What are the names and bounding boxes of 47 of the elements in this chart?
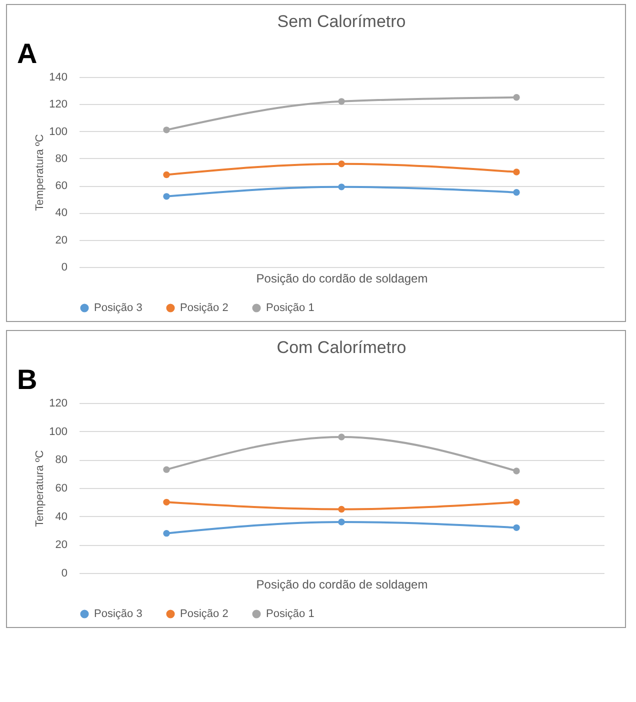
y-tick-label: 120 [49,98,68,111]
point [163,466,170,473]
legend-label: Posição 2 [180,302,228,314]
text: B [17,364,38,395]
y-axis-title: Temperatura ºC [34,450,46,527]
y-tick-label: 100 [49,126,68,138]
text: A [17,38,38,69]
chart-title: Sem Calorímetro [277,12,406,31]
point [163,193,170,200]
y-tick-label: 20 [55,539,68,552]
y-tick-label: 40 [55,207,68,220]
y-tick-label: 0 [61,262,68,274]
y-tick-label: 40 [55,510,68,523]
y-tick-label: 100 [49,426,68,438]
y-tick-label: 60 [55,180,68,192]
legend-label: Posição 2 [180,608,228,620]
point [513,524,520,532]
point [513,498,520,506]
point [513,189,520,196]
legend-label: Posição 3 [94,302,142,314]
point [338,98,345,105]
point [163,171,170,178]
legend-label: Posição 1 [266,608,314,620]
point [338,518,345,526]
point [513,468,520,474]
point [513,168,520,176]
point [513,94,520,101]
y-tick-label: 80 [55,454,68,466]
point [163,126,170,134]
point [163,530,170,537]
point [338,184,345,190]
y-tick-label: 20 [55,234,68,246]
point [163,498,170,506]
point [338,506,345,513]
y-tick-label: 80 [55,152,68,165]
y-axis-title: Temperatura ºC [34,134,46,211]
y-tick-label: 60 [55,482,68,494]
y-tick-label: 120 [49,398,68,410]
point [338,160,345,168]
legend-label: Posição 1 [266,302,314,314]
x-axis-title: Posição do cordão de soldagem [256,272,428,286]
legend-label: Posição 3 [94,608,142,620]
y-tick-label: 140 [49,72,68,84]
point [338,434,345,440]
y-tick-label: 0 [61,568,68,580]
chart-title: Com Calorímetro [276,338,406,357]
x-axis-title: Posição do cordão de soldagem [256,578,428,592]
